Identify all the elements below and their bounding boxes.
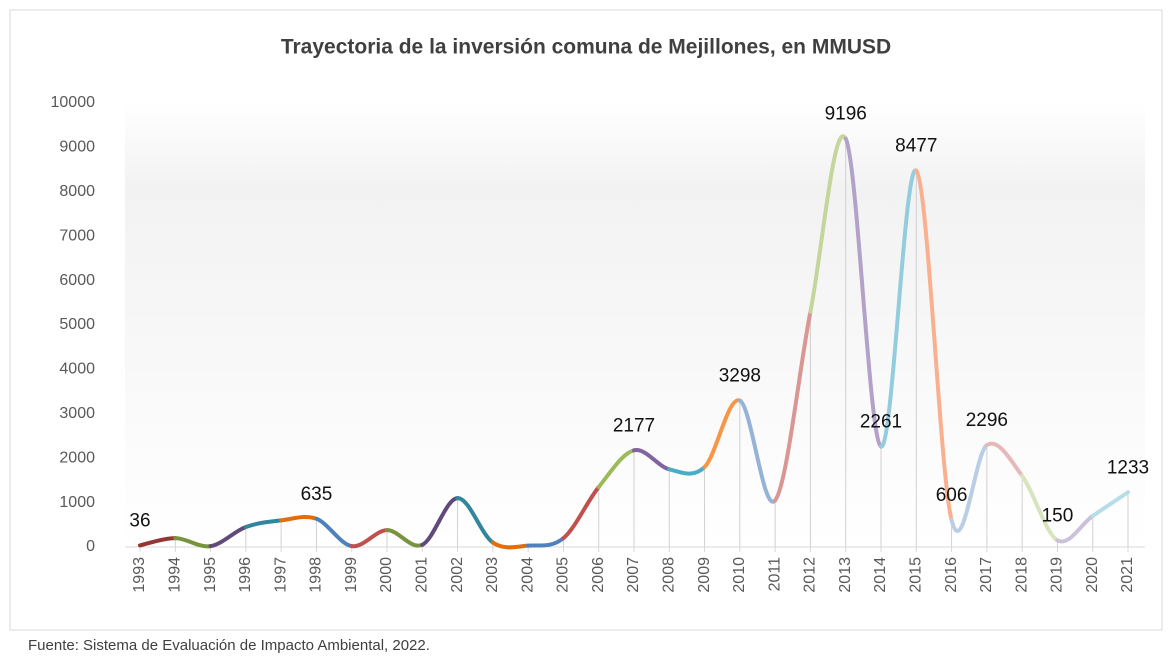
line-segment — [138, 536, 178, 548]
line-segment — [843, 136, 883, 449]
x-tick-label: 1994 — [167, 557, 184, 593]
data-label: 2261 — [860, 412, 902, 433]
line-segment — [914, 168, 954, 523]
x-tick-label: 2004 — [519, 557, 536, 593]
x-tick-label: 1997 — [272, 557, 289, 593]
x-tick-label: 2011 — [766, 557, 783, 592]
x-tick-label: 2015 — [908, 557, 925, 593]
y-tick-label: 0 — [86, 538, 95, 555]
x-tick-label: 2012 — [802, 557, 819, 593]
y-tick-label: 10000 — [51, 94, 96, 111]
plot-area — [125, 100, 1145, 547]
line-segment — [879, 168, 919, 449]
x-tick-label: 2017 — [978, 557, 995, 593]
x-tick-label: 2003 — [484, 557, 501, 593]
source-note: Fuente: Sistema de Evaluación de Impacto… — [28, 637, 430, 654]
line-segment — [490, 540, 531, 550]
line-segment — [667, 465, 707, 476]
line-segment — [561, 485, 601, 541]
x-tick-label: 2007 — [625, 557, 642, 593]
x-tick-label: 2000 — [378, 557, 395, 593]
data-label: 9196 — [825, 104, 867, 125]
x-tick-label: 2006 — [590, 557, 607, 593]
line-segment — [949, 443, 989, 533]
y-tick-label: 3000 — [59, 405, 95, 422]
line-segment — [243, 518, 284, 530]
line-segment — [1055, 513, 1095, 544]
x-tick-label: 2014 — [872, 557, 889, 593]
line-segment — [1090, 490, 1130, 518]
x-tick-label: 2008 — [661, 557, 678, 593]
line-segment — [385, 528, 425, 548]
x-tick-label: 1993 — [131, 557, 148, 593]
x-tick-label: 2021 — [1119, 557, 1136, 593]
y-tick-label: 4000 — [59, 361, 95, 378]
x-tick-label: 1999 — [343, 557, 360, 593]
x-tick-label: 1995 — [202, 557, 219, 593]
data-label: 2296 — [966, 410, 1008, 431]
x-tick-label: 2018 — [1013, 557, 1030, 593]
line-segment — [420, 496, 460, 547]
x-tick-label: 1996 — [237, 557, 254, 593]
y-tick-label: 8000 — [59, 183, 95, 200]
data-label: 1233 — [1107, 457, 1149, 478]
x-tick-label: 2002 — [449, 557, 466, 593]
x-tick-label: 2020 — [1084, 557, 1101, 593]
line-segment — [984, 441, 1025, 478]
y-tick-label: 6000 — [59, 272, 95, 289]
data-label: 3298 — [719, 366, 761, 387]
line-segment — [173, 536, 213, 549]
line-segment — [314, 516, 354, 549]
x-tick-label: 2009 — [696, 557, 713, 593]
line-segment — [526, 536, 566, 548]
data-label: 2177 — [613, 415, 655, 436]
data-label: 150 — [1042, 505, 1074, 526]
line-segment — [279, 515, 319, 523]
data-label: 606 — [936, 485, 968, 506]
line-segment — [632, 448, 672, 472]
x-tick-label: 2001 — [414, 557, 431, 593]
line-segment — [596, 448, 636, 490]
y-tick-label: 9000 — [59, 139, 95, 156]
x-tick-label: 2019 — [1049, 557, 1066, 593]
line-segment — [455, 496, 495, 545]
y-tick-label: 5000 — [59, 316, 95, 333]
x-tick-label: 2013 — [837, 557, 854, 593]
line-segment — [702, 398, 742, 470]
line-segment — [1020, 473, 1060, 543]
y-tick-label: 7000 — [59, 227, 95, 244]
y-tick-label: 1000 — [59, 494, 95, 511]
x-tick-label: 2010 — [731, 557, 748, 593]
data-label: 36 — [129, 510, 150, 531]
data-label: 635 — [301, 484, 333, 505]
data-label: 8477 — [895, 136, 937, 157]
x-tick-label: 2005 — [555, 557, 572, 593]
y-tick-label: 2000 — [59, 449, 95, 466]
x-tick-label: 2016 — [943, 557, 960, 593]
line-segment — [208, 525, 248, 549]
chart-title: Trayectoria de la inversión comuna de Me… — [281, 36, 891, 59]
line-segment — [808, 134, 848, 314]
line-segment — [349, 528, 389, 549]
line-segment — [773, 309, 813, 503]
line-segment — [737, 398, 778, 504]
x-tick-label: 1998 — [308, 557, 325, 593]
